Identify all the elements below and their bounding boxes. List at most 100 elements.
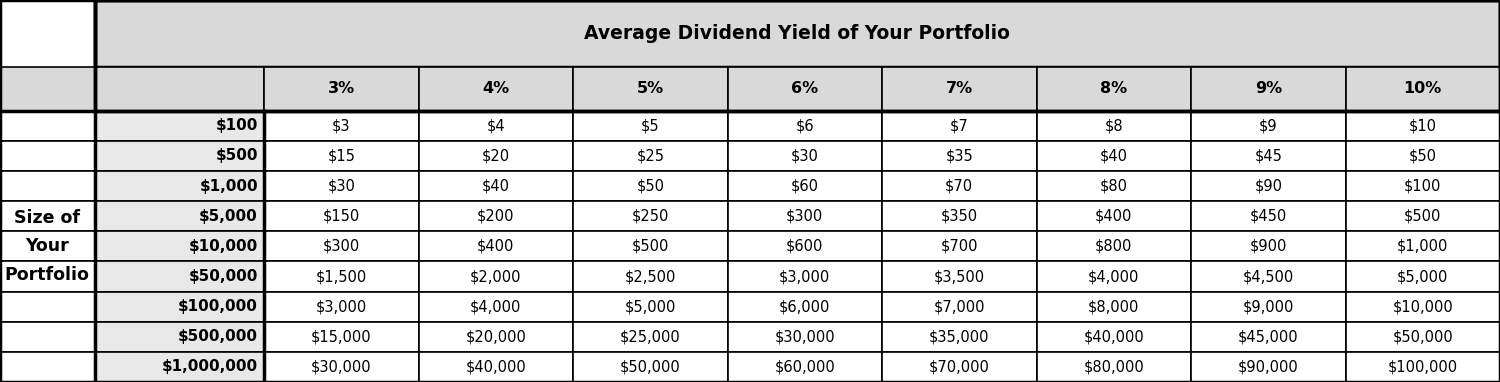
Bar: [882, 67, 1036, 111]
Text: $400: $400: [477, 239, 514, 254]
Bar: [94, 352, 264, 382]
Bar: [264, 201, 419, 231]
Bar: [419, 67, 573, 111]
Bar: [419, 231, 573, 261]
Text: $15,000: $15,000: [310, 329, 372, 344]
Bar: [573, 261, 728, 291]
Text: $4,500: $4,500: [1242, 269, 1294, 284]
Text: $300: $300: [786, 209, 824, 224]
Bar: [264, 291, 419, 322]
Text: $35: $35: [945, 149, 974, 163]
Text: $50,000: $50,000: [189, 269, 258, 284]
Text: $900: $900: [1250, 239, 1287, 254]
Text: $2,500: $2,500: [624, 269, 676, 284]
Text: $8,000: $8,000: [1088, 299, 1140, 314]
Text: $60,000: $60,000: [774, 359, 836, 374]
Bar: [0, 322, 94, 352]
Bar: [1036, 352, 1191, 382]
Bar: [1191, 322, 1346, 352]
Bar: [419, 291, 573, 322]
Text: $10: $10: [1408, 118, 1437, 133]
Text: $50: $50: [1408, 149, 1437, 163]
Bar: [0, 171, 94, 201]
Bar: [882, 352, 1036, 382]
Bar: [1191, 261, 1346, 291]
Text: $60: $60: [790, 179, 819, 194]
Text: $800: $800: [1095, 239, 1132, 254]
Text: 10%: 10%: [1404, 81, 1441, 96]
Bar: [573, 352, 728, 382]
Bar: [1191, 201, 1346, 231]
Text: $10,000: $10,000: [189, 239, 258, 254]
Text: $50,000: $50,000: [1392, 329, 1454, 344]
Bar: [1191, 171, 1346, 201]
Text: $20: $20: [482, 149, 510, 163]
Bar: [1346, 322, 1500, 352]
Bar: [1191, 352, 1346, 382]
Bar: [1346, 171, 1500, 201]
Text: $35,000: $35,000: [928, 329, 990, 344]
Text: Size of: Size of: [15, 209, 81, 227]
Text: $500: $500: [1404, 209, 1441, 224]
Text: $1,000: $1,000: [1396, 239, 1449, 254]
Bar: [419, 171, 573, 201]
Text: 7%: 7%: [945, 81, 974, 96]
Text: $1,000,000: $1,000,000: [162, 359, 258, 374]
Bar: [1346, 67, 1500, 111]
Bar: [728, 261, 882, 291]
Text: $2,000: $2,000: [470, 269, 522, 284]
Bar: [882, 231, 1036, 261]
Bar: [0, 0, 94, 111]
Bar: [573, 141, 728, 171]
Bar: [573, 111, 728, 141]
Bar: [1036, 67, 1191, 111]
Text: 6%: 6%: [790, 81, 819, 96]
Text: $45,000: $45,000: [1238, 329, 1299, 344]
Bar: [1191, 291, 1346, 322]
Bar: [264, 67, 419, 111]
Text: $40: $40: [1100, 149, 1128, 163]
Text: $9,000: $9,000: [1242, 299, 1294, 314]
Text: Your: Your: [26, 237, 69, 256]
Text: $40,000: $40,000: [465, 359, 526, 374]
Bar: [882, 322, 1036, 352]
Bar: [94, 111, 264, 141]
Text: $50,000: $50,000: [620, 359, 681, 374]
Text: $200: $200: [477, 209, 514, 224]
Text: $700: $700: [940, 239, 978, 254]
Text: $6,000: $6,000: [778, 299, 831, 314]
Bar: [264, 111, 419, 141]
Text: $1,500: $1,500: [315, 269, 368, 284]
Bar: [882, 291, 1036, 322]
Text: $150: $150: [322, 209, 360, 224]
Bar: [728, 291, 882, 322]
Text: $5: $5: [640, 118, 660, 133]
Bar: [728, 141, 882, 171]
Text: $7,000: $7,000: [933, 299, 986, 314]
Text: $10,000: $10,000: [1392, 299, 1454, 314]
Bar: [419, 141, 573, 171]
Text: $70: $70: [945, 179, 974, 194]
Text: $5,000: $5,000: [200, 209, 258, 224]
Bar: [264, 231, 419, 261]
Bar: [419, 111, 573, 141]
Text: $90: $90: [1254, 179, 1282, 194]
Text: $1,000: $1,000: [200, 179, 258, 194]
Text: $40: $40: [482, 179, 510, 194]
Text: $30: $30: [327, 179, 356, 194]
Bar: [94, 261, 264, 291]
Text: $15: $15: [327, 149, 356, 163]
Bar: [1191, 67, 1346, 111]
Text: $300: $300: [322, 239, 360, 254]
Text: 5%: 5%: [636, 81, 664, 96]
Text: Average Dividend Yield of Your Portfolio: Average Dividend Yield of Your Portfolio: [585, 24, 1010, 43]
Text: $25: $25: [636, 149, 664, 163]
Bar: [1036, 322, 1191, 352]
Text: $6: $6: [795, 118, 814, 133]
Text: 4%: 4%: [482, 81, 510, 96]
Bar: [94, 141, 264, 171]
Text: $30,000: $30,000: [310, 359, 372, 374]
Bar: [0, 201, 94, 231]
Bar: [0, 352, 94, 382]
Bar: [573, 291, 728, 322]
